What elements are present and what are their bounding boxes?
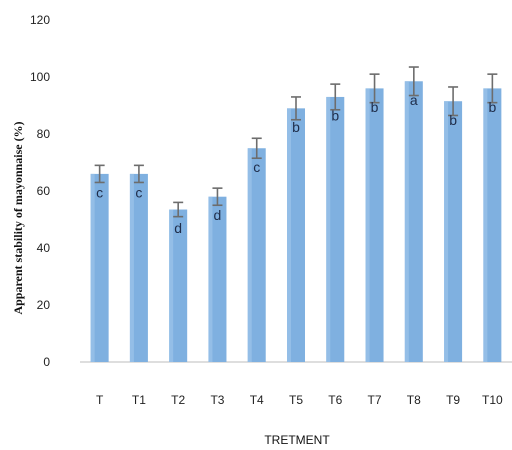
x-tick-label: T2 bbox=[171, 393, 185, 407]
x-tick-label: T6 bbox=[328, 393, 342, 407]
y-tick-label: 0 bbox=[43, 355, 50, 369]
bars-group: c c d d c b b b a b b bbox=[90, 66, 502, 363]
bar-highlight bbox=[365, 88, 370, 363]
x-tick-label: T3 bbox=[210, 393, 224, 407]
bar bbox=[169, 209, 188, 362]
significance-letter: d bbox=[214, 207, 222, 223]
bar-highlight bbox=[326, 96, 331, 362]
bar-highlight bbox=[169, 209, 174, 362]
significance-letter: d bbox=[174, 220, 182, 236]
y-tick-label: 80 bbox=[37, 127, 51, 141]
bar-highlight bbox=[129, 173, 134, 362]
y-tick-label: 60 bbox=[37, 184, 51, 198]
bar-highlight bbox=[208, 196, 213, 362]
x-axis-label: TRETMENT bbox=[264, 433, 330, 447]
x-tick-label: T8 bbox=[407, 393, 421, 407]
y-axis-label: Apparent stability of mayonnaise (%) bbox=[11, 121, 25, 314]
significance-letter: b bbox=[292, 119, 300, 135]
bar bbox=[287, 108, 305, 362]
bar bbox=[483, 88, 502, 363]
bar bbox=[365, 88, 384, 363]
x-tick-label: T4 bbox=[250, 393, 264, 407]
bar-highlight bbox=[90, 173, 95, 362]
bar bbox=[247, 148, 266, 362]
bar-highlight bbox=[247, 148, 252, 362]
significance-letter: b bbox=[371, 99, 379, 115]
bar-highlight bbox=[444, 101, 449, 362]
x-tick-label: T1 bbox=[132, 393, 146, 407]
bar-highlight bbox=[404, 81, 409, 363]
significance-letter: b bbox=[331, 107, 339, 123]
y-tick-label: 100 bbox=[30, 70, 50, 84]
bar-highlight bbox=[483, 88, 488, 363]
significance-letter: a bbox=[410, 92, 418, 108]
y-tick-label: 40 bbox=[37, 241, 51, 255]
x-axis: T T1 T2 T3 T4 T5 T6 T7 T8 T9 T10 bbox=[80, 361, 512, 407]
bar bbox=[444, 101, 463, 362]
x-tick-label: T10 bbox=[482, 393, 503, 407]
significance-letter: c bbox=[135, 184, 142, 200]
x-tick-label: T7 bbox=[368, 393, 382, 407]
significance-letter: b bbox=[449, 112, 457, 128]
bar bbox=[326, 96, 345, 362]
significance-letter: c bbox=[96, 184, 103, 200]
significance-letter: b bbox=[488, 99, 496, 115]
significance-letter: c bbox=[253, 159, 260, 175]
bar bbox=[90, 173, 109, 362]
bar bbox=[404, 81, 423, 363]
y-tick-label: 120 bbox=[30, 13, 50, 27]
x-tick-label: T5 bbox=[289, 393, 303, 407]
bar bbox=[129, 173, 148, 362]
x-tick-label: T bbox=[96, 393, 104, 407]
x-tick-label: T9 bbox=[446, 393, 460, 407]
y-tick-label: 20 bbox=[37, 298, 51, 312]
y-axis: 0 20 40 60 80 100 120 bbox=[30, 13, 50, 369]
bar-highlight bbox=[287, 108, 291, 362]
bar bbox=[208, 196, 227, 362]
